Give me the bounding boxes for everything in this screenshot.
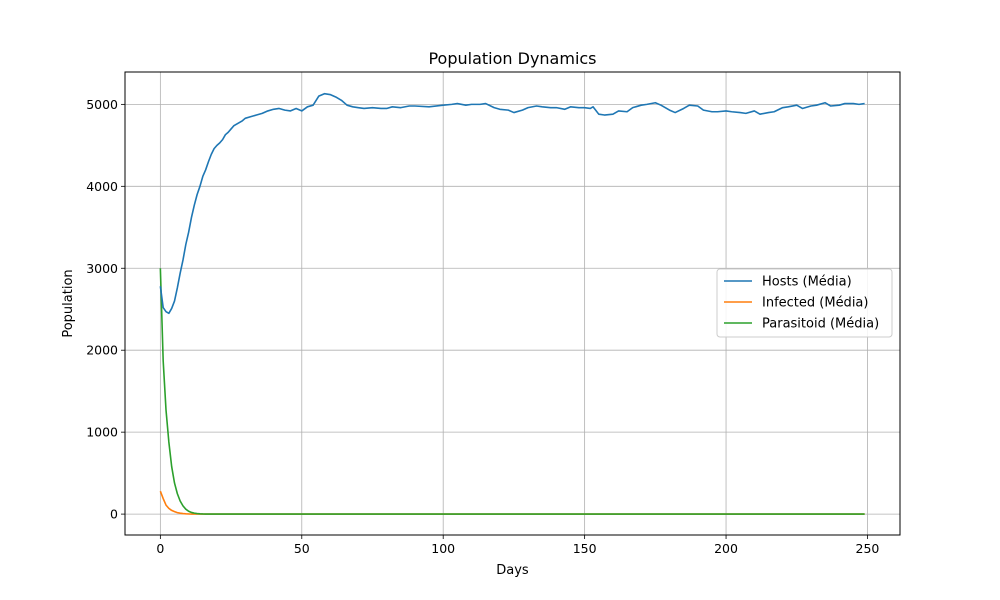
hosts-series-line [159, 92, 865, 315]
plot-frame [124, 71, 901, 536]
y-tick-label: 5000 [86, 97, 118, 112]
x-tick-label: 50 [294, 541, 310, 556]
parasitoid-series-line [159, 268, 865, 515]
y-axis-title: Population [61, 269, 76, 337]
y-axis-ticks: 0 1000 2000 3000 4000 5000 [86, 97, 125, 522]
y-tick-label: 0 [110, 507, 118, 522]
chart-title: Population Dynamics [428, 49, 596, 68]
y-tick-label: 4000 [86, 179, 118, 194]
x-axis-ticks: 0 50 100 150 200 250 [156, 535, 879, 556]
x-tick-label: 0 [156, 541, 164, 556]
y-tick-label: 1000 [86, 425, 118, 440]
infected-legend-label: Infected (Média) [762, 296, 868, 311]
x-tick-label: 100 [431, 541, 455, 556]
x-tick-label: 250 [856, 541, 880, 556]
parasitoid-legend-label: Parasitoid (Média) [762, 317, 879, 332]
hosts-legend-label: Hosts (Média) [762, 275, 852, 290]
y-tick-label: 2000 [86, 343, 118, 358]
x-tick-label: 150 [573, 541, 597, 556]
x-axis-title: Days [496, 563, 529, 578]
legend-box [716, 268, 893, 338]
x-tick-label: 200 [714, 541, 738, 556]
series-lines [159, 92, 865, 515]
y-tick-label: 3000 [86, 261, 118, 276]
legend: Hosts (Média) Infected (Média) Parasitoid … [716, 268, 893, 338]
